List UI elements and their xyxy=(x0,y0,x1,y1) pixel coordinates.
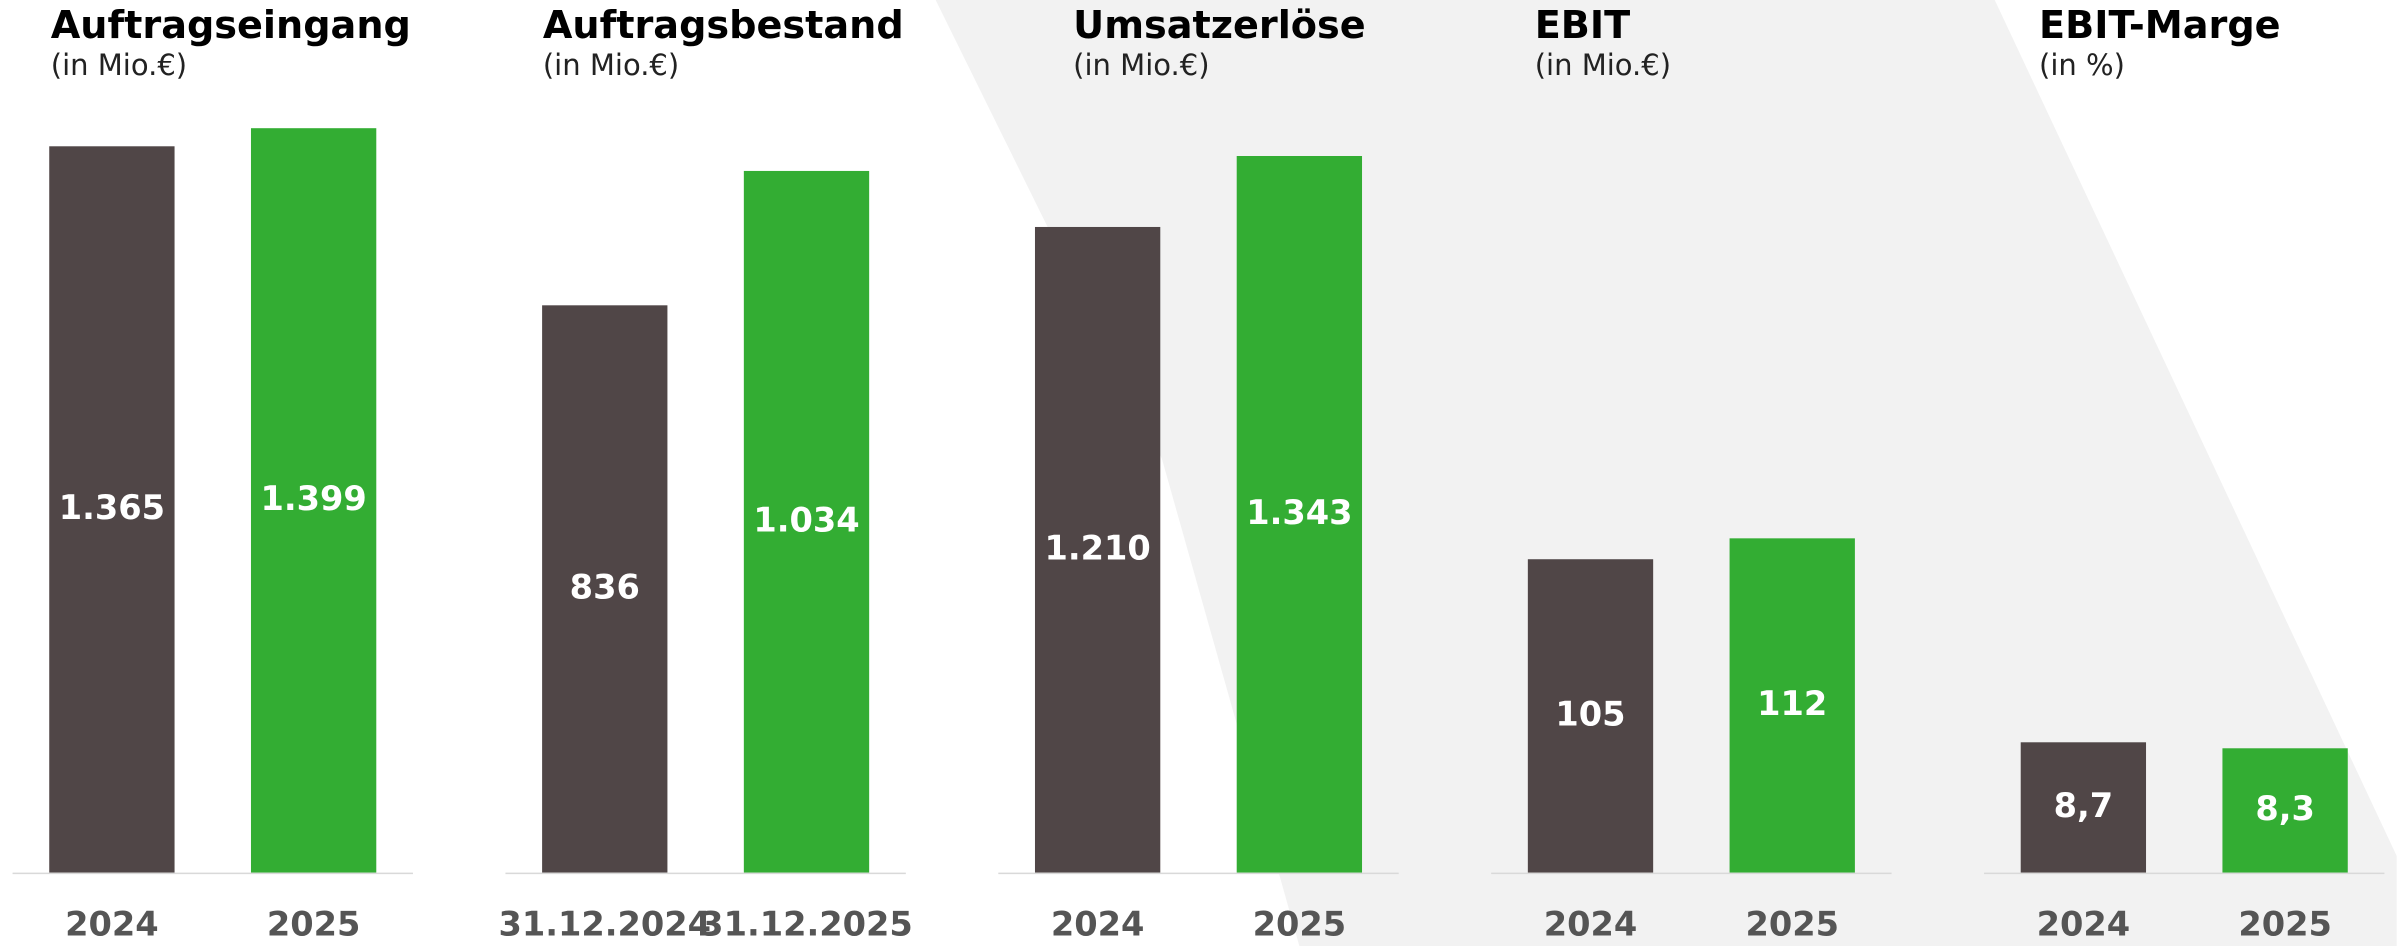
value-label: 105 xyxy=(1555,694,1625,733)
chart-title: EBIT-Marge xyxy=(2039,4,2281,48)
category-label: 2025 xyxy=(1253,905,1347,944)
value-label: 1.343 xyxy=(1246,493,1352,532)
bar xyxy=(2222,748,2348,873)
bar xyxy=(542,305,668,873)
bar xyxy=(743,170,870,873)
bar xyxy=(1236,155,1363,873)
bar xyxy=(250,128,377,873)
chart-subtitle: (in Mio.€) xyxy=(543,48,679,82)
bar xyxy=(2020,742,2147,873)
value-label: 8,7 xyxy=(2054,786,2114,825)
bar xyxy=(1729,538,1855,873)
value-label: 1.210 xyxy=(1044,528,1150,567)
chart-subtitle: (in Mio.€) xyxy=(51,48,187,82)
chart-subtitle: (in Mio.€) xyxy=(1535,48,1671,82)
chart-title: Umsatzerlöse xyxy=(1073,4,1365,48)
value-label: 1.399 xyxy=(260,479,366,518)
category-label: 31.12.2024 xyxy=(498,905,711,944)
chart-subtitle: (in Mio.€) xyxy=(1073,48,1209,82)
value-label: 112 xyxy=(1757,684,1827,723)
category-label: 2025 xyxy=(267,905,361,944)
category-label: 2024 xyxy=(1051,905,1145,944)
bar xyxy=(1034,226,1161,873)
category-label: 31.12.2025 xyxy=(700,905,913,944)
chart-title: Auftragseingang xyxy=(51,4,411,48)
value-label: 1.365 xyxy=(59,488,165,527)
bar xyxy=(49,146,175,873)
category-label: 2024 xyxy=(65,905,159,944)
chart-subtitle: (in %) xyxy=(2039,48,2125,82)
category-label: 2025 xyxy=(2238,905,2332,944)
category-label: 2025 xyxy=(1745,905,1839,944)
chart-title: Auftragsbestand xyxy=(543,4,904,48)
category-label: 2024 xyxy=(2037,905,2131,944)
category-label: 2024 xyxy=(1544,905,1638,944)
value-label: 1.034 xyxy=(753,500,859,539)
bar xyxy=(1527,559,1654,873)
chart-title: EBIT xyxy=(1535,4,1630,48)
value-label: 836 xyxy=(570,567,640,606)
value-label: 8,3 xyxy=(2255,789,2315,828)
